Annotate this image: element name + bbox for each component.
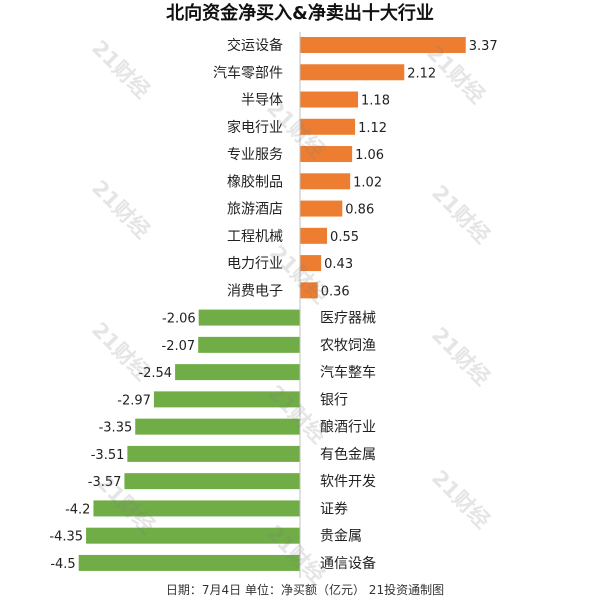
bar-net-buy-5 (300, 146, 353, 163)
watermark: 21财经 (427, 181, 494, 248)
bar-net-sell-15 (135, 418, 300, 435)
bar-net-sell-19 (86, 527, 300, 544)
category-label-18: 证券 (320, 501, 348, 517)
category-label-17: 软件开发 (320, 474, 376, 490)
category-label-13: 汽车整车 (320, 364, 376, 381)
value-label-20: -4.5 (50, 557, 75, 572)
category-label-9: 电力行业 (227, 256, 283, 272)
value-label-9: 0.43 (324, 257, 353, 272)
category-label-8: 工程机械 (227, 229, 283, 245)
category-label-12: 农牧饲渔 (320, 338, 376, 354)
value-label-2: 2.12 (407, 66, 436, 81)
bar-net-buy-1 (300, 37, 466, 53)
category-label-14: 银行 (320, 392, 348, 408)
value-label-11: -2.06 (162, 312, 196, 327)
value-label-8: 0.55 (330, 230, 359, 245)
category-label-7: 旅游酒店 (227, 202, 283, 218)
category-label-6: 橡胶制品 (227, 173, 283, 190)
watermark: 21财经 (87, 36, 154, 103)
bar-net-buy-8 (300, 227, 328, 244)
bar-net-sell-16 (127, 445, 301, 462)
value-label-3: 1.18 (361, 94, 390, 109)
bar-net-buy-7 (300, 200, 343, 217)
category-label-19: 贵金属 (320, 529, 362, 545)
value-label-12: -2.07 (162, 339, 196, 354)
value-label-13: -2.54 (138, 366, 172, 381)
category-label-15: 酿酒行业 (320, 420, 376, 436)
bar-net-sell-17 (124, 473, 300, 490)
bar-net-sell-20 (78, 554, 300, 571)
bar-net-buy-9 (300, 255, 322, 272)
category-label-5: 专业服务 (227, 147, 283, 163)
bar-net-sell-11 (198, 309, 300, 326)
category-label-4: 家电行业 (227, 119, 283, 136)
value-label-1: 3.37 (469, 39, 498, 54)
category-label-3: 半导体 (241, 93, 283, 109)
category-label-10: 消费电子 (227, 283, 283, 299)
bars-group (78, 37, 466, 571)
value-label-10: 0.36 (321, 284, 350, 299)
value-label-14: -2.97 (117, 393, 151, 408)
watermark: 21财经 (427, 323, 494, 390)
value-label-19: -4.35 (49, 530, 83, 545)
bar-net-buy-10 (300, 282, 318, 299)
labels-group: 交运设备 3.37 汽车零部件 2.12 半导体 1.18 家电行业 1.12 专业服务 1.06… (49, 37, 497, 572)
bar-net-buy-4 (300, 118, 356, 135)
value-label-6: 1.02 (353, 175, 382, 190)
bar-net-sell-18 (93, 500, 300, 517)
value-label-17: -3.57 (88, 475, 122, 490)
value-label-16: -3.51 (91, 448, 125, 463)
value-label-5: 1.06 (355, 148, 384, 163)
value-label-15: -3.35 (99, 421, 133, 436)
category-label-11: 医疗器械 (320, 311, 376, 327)
category-label-20: 通信设备 (320, 555, 376, 572)
chart-title: 北向资金净买入&净卖出十大行业 (166, 2, 434, 24)
category-label-1: 交运设备 (227, 37, 283, 54)
value-label-7: 0.86 (345, 203, 374, 218)
watermark: 21财经 (87, 176, 154, 243)
watermark: 21财经 (263, 381, 330, 448)
bar-net-sell-14 (153, 391, 300, 408)
bar-net-buy-6 (300, 173, 351, 190)
watermark: 21财经 (87, 318, 154, 385)
bar-net-buy-3 (300, 91, 359, 108)
bar-net-sell-12 (198, 336, 300, 353)
chart-footer: 日期：7月4日 单位：净买额（亿元） 21投资通制图 (166, 582, 444, 597)
bar-net-sell-13 (175, 364, 300, 381)
category-label-2: 汽车零部件 (213, 64, 283, 81)
category-label-16: 有色金属 (320, 446, 376, 463)
bar-net-buy-2 (300, 64, 405, 81)
value-label-18: -4.2 (65, 502, 90, 517)
watermark: 21财经 (427, 466, 494, 533)
value-label-4: 1.12 (358, 121, 387, 136)
